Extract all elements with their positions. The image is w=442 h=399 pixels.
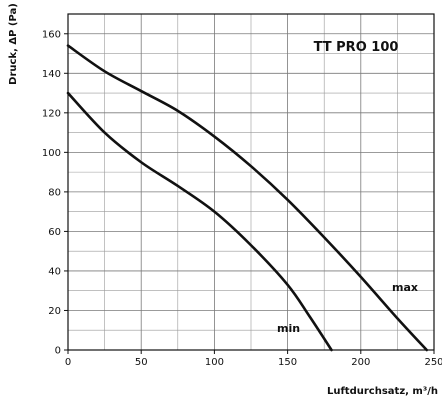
x-axis-title: Luftdurchsatz, m³/h xyxy=(327,386,438,397)
major-grid xyxy=(68,14,434,350)
series-label-min: min xyxy=(277,322,300,335)
series-line-min xyxy=(66,91,333,352)
y-tick-label: 120 xyxy=(42,108,61,119)
x-tick-label: 200 xyxy=(351,357,370,368)
y-tick-label: 140 xyxy=(42,69,61,80)
y-tick-label: 160 xyxy=(42,29,61,40)
y-tick-label: 100 xyxy=(42,148,61,159)
y-axis-title: Druck, ΔP (Pa) xyxy=(8,3,19,85)
y-tick-label: 40 xyxy=(48,266,61,277)
x-tick-label: 100 xyxy=(205,357,224,368)
series-line-max xyxy=(66,44,428,352)
y-tick-label: 20 xyxy=(48,306,61,317)
chart-title: TT PRO 100 xyxy=(314,40,399,55)
x-tick-label: 250 xyxy=(424,357,442,368)
y-tick-label: 80 xyxy=(48,187,61,198)
plot-frame xyxy=(67,13,435,351)
y-tick-label: 60 xyxy=(48,227,61,238)
y-tick-label: 0 xyxy=(55,346,61,357)
x-tick-label: 150 xyxy=(278,357,297,368)
minor-grid xyxy=(68,14,434,350)
series-layer xyxy=(66,44,428,352)
series-label-max: max xyxy=(392,281,418,294)
tick-layer: 0 50 100 150 200 250 0 20 40 60 80 100 120 140 160 xyxy=(42,29,442,368)
x-tick-label: 50 xyxy=(135,357,148,368)
x-tick-label: 0 xyxy=(65,357,71,368)
